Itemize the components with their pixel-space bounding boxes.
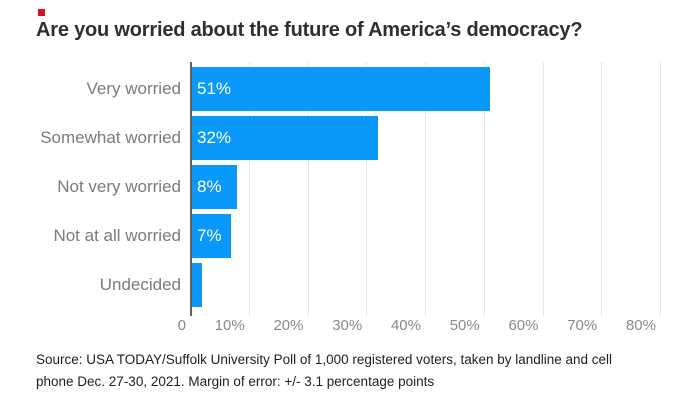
- category-label: Not at all worried: [53, 226, 181, 245]
- category-label: Not very worried: [57, 177, 181, 196]
- x-tick-label: 30%: [332, 317, 363, 334]
- bar-row: Not at all worried 7%: [0, 214, 660, 258]
- x-tick-label: 40%: [390, 317, 421, 334]
- source-note: Source: USA TODAY/Suffolk University Pol…: [36, 349, 666, 393]
- bar: 32%: [192, 116, 378, 160]
- gridline: [307, 62, 309, 316]
- bar-value-label: 8%: [197, 177, 222, 196]
- gridline: [366, 62, 368, 316]
- x-tick-label: 50%: [449, 317, 480, 334]
- x-tick-label: 60%: [508, 317, 539, 334]
- bar: [192, 263, 202, 307]
- gridline: [248, 62, 250, 316]
- y-axis-line: [190, 62, 192, 316]
- x-axis-tick-labels: 0 10% 20% 30% 40% 50% 60% 70% 80%: [178, 317, 660, 337]
- category-label: Undecided: [99, 275, 181, 294]
- bar-value-label: 32%: [197, 128, 232, 147]
- bar-row: Somewhat worried 32%: [0, 116, 660, 160]
- bar-track: [190, 263, 660, 307]
- bar-track: 8%: [190, 165, 660, 209]
- bar: 7%: [192, 214, 232, 258]
- bar-track: 51%: [190, 67, 660, 111]
- bar-row: Not very worried 8%: [0, 165, 660, 209]
- x-tick-label: 0: [177, 317, 186, 334]
- x-tick-label: 80%: [625, 317, 656, 334]
- bar-row: Very worried 51%: [0, 67, 660, 111]
- source-line-1: Source: USA TODAY/Suffolk University Pol…: [36, 352, 613, 367]
- chart-title: Are you worried about the future of Amer…: [36, 19, 583, 41]
- gridline: [483, 62, 485, 316]
- gridline: [601, 62, 603, 316]
- x-tick-label: 70%: [567, 317, 598, 334]
- bar-value-label: 51%: [197, 79, 232, 98]
- gridline: [425, 62, 426, 316]
- category-label: Very worried: [86, 79, 181, 98]
- gridline: [542, 62, 544, 316]
- category-label: Somewhat worried: [40, 128, 181, 147]
- x-tick-label: 20%: [273, 317, 304, 334]
- bar-track: 7%: [190, 214, 660, 258]
- bar: 51%: [192, 67, 490, 111]
- x-tick-label: 10%: [214, 317, 245, 334]
- bar-value-label: 7%: [197, 226, 222, 245]
- bar-row: Undecided: [0, 263, 660, 307]
- brand-red-square-icon: [38, 9, 45, 16]
- bar-rows: Very worried 51% Somewhat worried 32% Not ve…: [0, 62, 660, 312]
- plot-area: [190, 62, 661, 316]
- bar-track: 32%: [190, 116, 660, 160]
- gridline: [660, 62, 661, 316]
- bar: 8%: [192, 165, 237, 209]
- source-line-2: phone Dec. 27-30, 2021. Margin of error:…: [36, 374, 435, 389]
